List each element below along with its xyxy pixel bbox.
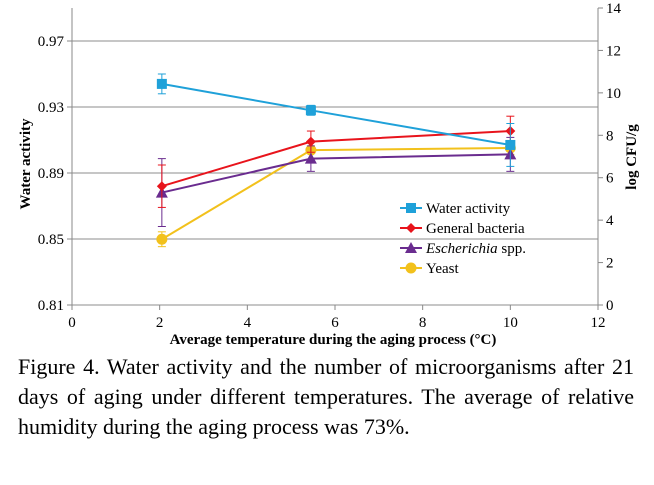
x-tick-label: 12 [591, 315, 606, 331]
legend-entry: Escherichia spp. [400, 241, 526, 257]
right-axis-ticks: 0 2 4 6 8 10 12 14 [598, 1, 622, 314]
right-tick-label: 4 [606, 213, 614, 229]
right-tick-label: 14 [606, 1, 622, 17]
left-tick-label: 0.89 [38, 166, 64, 182]
gridlines [72, 40, 598, 306]
x-axis-ticks: 0 2 4 6 8 10 12 [68, 305, 606, 331]
data-point [505, 139, 516, 150]
y-axis-right-title: log CFU/g [624, 124, 640, 190]
series-general-bacteria [156, 115, 516, 208]
data-point [305, 105, 316, 116]
legend-entry: Water activity [400, 201, 511, 217]
left-tick-label: 0.81 [38, 298, 64, 314]
left-tick-label: 0.93 [38, 100, 64, 116]
data-point [304, 152, 317, 164]
left-axis-ticks: 0.81 0.85 0.89 0.93 0.97 [38, 34, 72, 314]
series-line [161, 82, 511, 146]
legend-label: Yeast [426, 261, 459, 277]
series-layer [155, 73, 517, 248]
left-tick-label: 0.97 [38, 34, 65, 50]
legend-marker [405, 242, 417, 253]
right-tick-label: 6 [606, 171, 614, 187]
legend: Water activity General bacteria Escherichi… [400, 201, 526, 277]
legend-label: General bacteria [426, 221, 525, 237]
right-tick-label: 10 [606, 86, 621, 102]
x-axis-title: Average temperature during the aging pro… [170, 332, 497, 348]
x-tick-label: 4 [244, 315, 252, 331]
data-point [156, 233, 168, 245]
legend-marker [406, 223, 416, 233]
right-tick-label: 0 [606, 298, 614, 314]
legend-label: Escherichia spp. [425, 241, 526, 257]
x-tick-label: 6 [331, 315, 339, 331]
legend-entry: General bacteria [400, 221, 525, 237]
left-tick-label: 0.85 [38, 232, 64, 248]
x-tick-label: 2 [156, 315, 164, 331]
data-point [305, 136, 316, 147]
data-point [156, 181, 167, 192]
legend-marker [406, 203, 416, 213]
right-tick-label: 2 [606, 256, 614, 272]
y-axis-left-title: Water activity [18, 118, 34, 209]
legend-entry: Yeast [400, 261, 459, 277]
right-tick-label: 12 [606, 43, 621, 59]
x-tick-label: 0 [68, 315, 76, 331]
plot-frame [71, 8, 599, 306]
right-tick-label: 8 [606, 128, 614, 144]
figure-caption: Figure 4. Water activity and the number … [18, 354, 634, 439]
legend-label: Water activity [426, 201, 511, 217]
x-tick-label: 10 [503, 315, 518, 331]
legend-marker [405, 262, 417, 274]
data-point [156, 78, 167, 89]
series-water-activity [156, 73, 516, 167]
chart: 0.81 0.85 0.89 0.93 0.97 0 2 4 6 8 10 12 14 0 2 4 6 8 10… [18, 1, 640, 348]
x-tick-label: 8 [419, 315, 427, 331]
